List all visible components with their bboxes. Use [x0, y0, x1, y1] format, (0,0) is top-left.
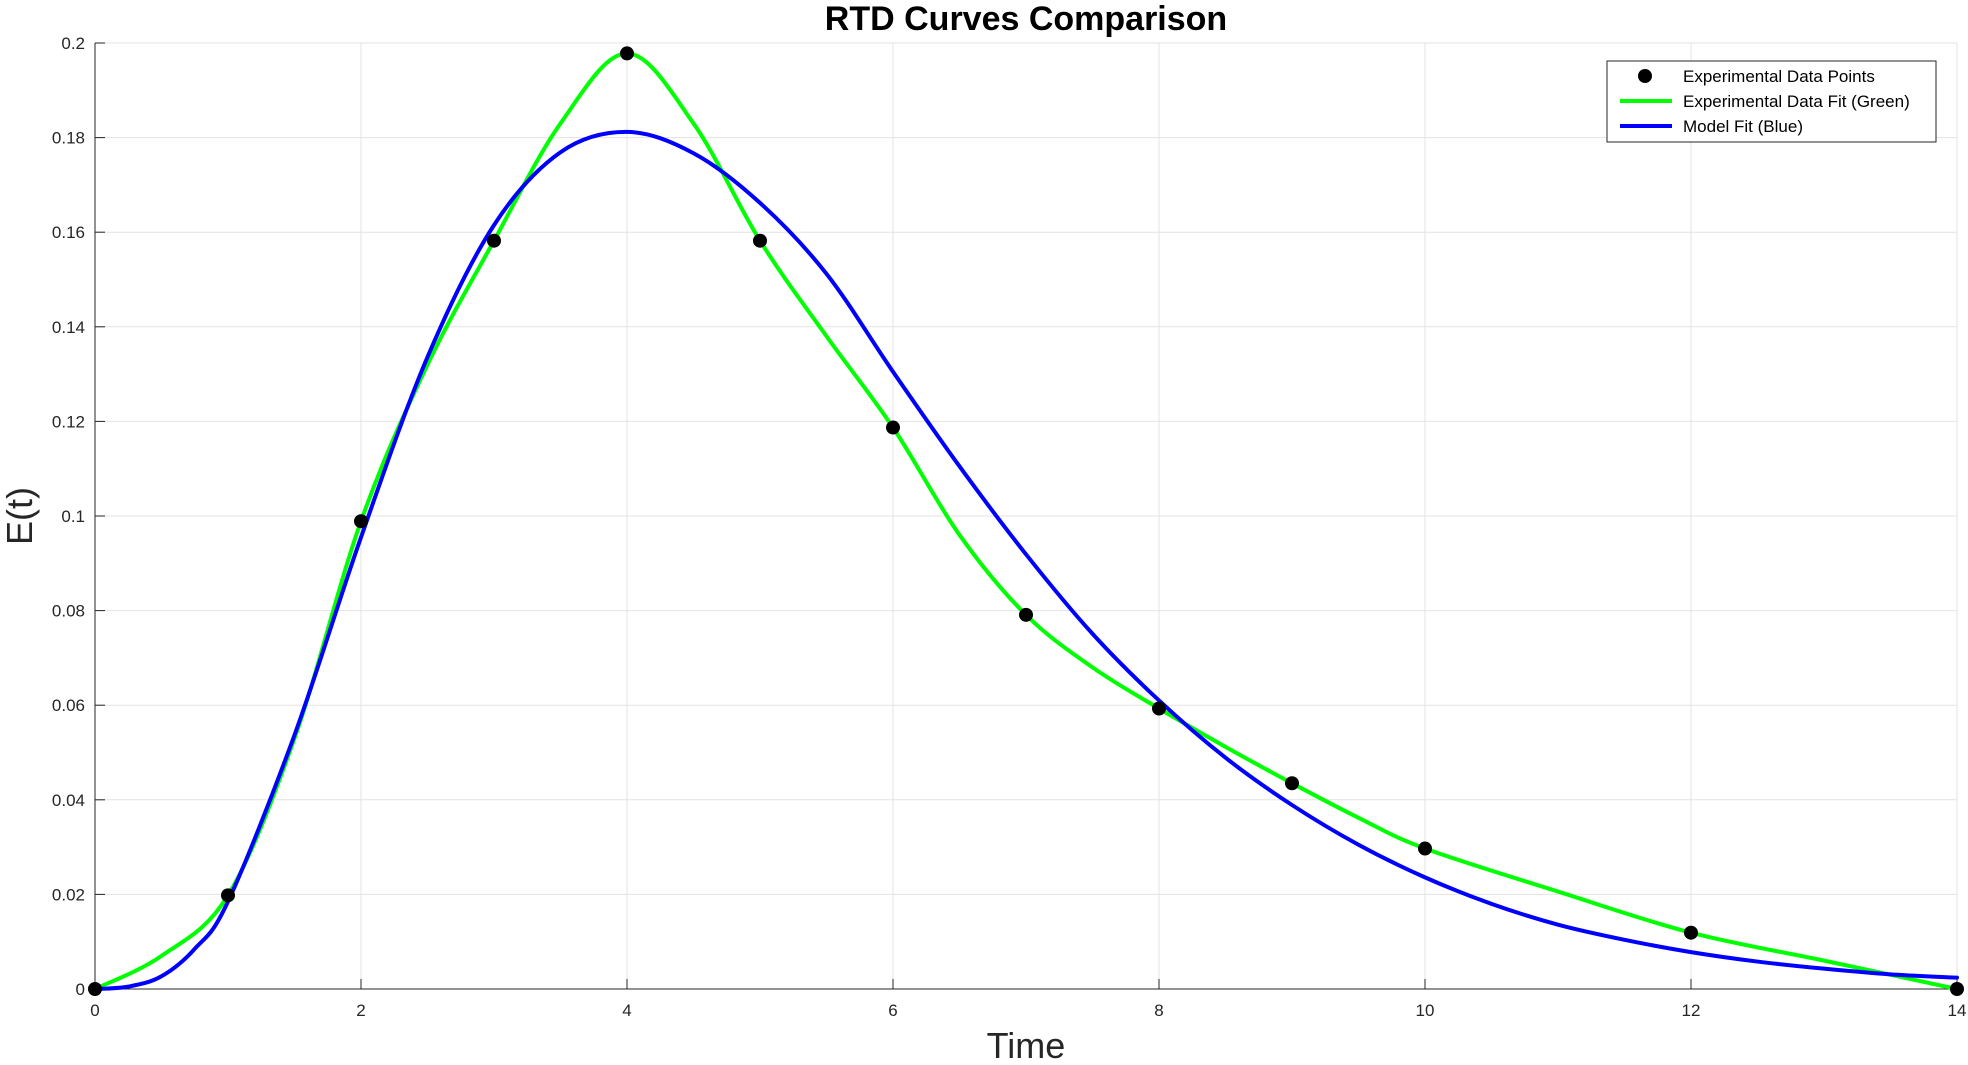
y-tick-label: 0.06 [52, 696, 85, 715]
data-point [886, 420, 900, 435]
data-points [88, 46, 1964, 996]
y-tick-label: 0.2 [61, 34, 85, 53]
y-tick-label: 0 [76, 980, 85, 999]
x-tick-label: 6 [888, 1001, 897, 1020]
data-point [1418, 841, 1432, 856]
data-point [221, 888, 235, 903]
x-tick-label: 12 [1682, 1001, 1701, 1020]
y-tick-label: 0.04 [52, 791, 85, 810]
legend: Experimental Data Points Experimental Da… [1606, 60, 1937, 143]
chart-title: RTD Curves Comparison [825, 0, 1227, 38]
x-tick-label: 4 [622, 1001, 631, 1020]
green-fit-line [93, 51, 1959, 991]
x-tick-label: 2 [356, 1001, 365, 1020]
axes: 0 2 4 6 8 10 12 14 0 0.02 0.04 0.06 0.08 0.1 0.12 0.14 0… [52, 34, 1967, 1020]
x-tick-label: 8 [1154, 1001, 1163, 1020]
y-tick-label: 0.1 [61, 507, 85, 526]
y-tick-label: 0.14 [52, 318, 85, 337]
x-tick-label: 14 [1948, 1001, 1967, 1020]
y-tick-label: 0.08 [52, 602, 85, 621]
data-point [753, 233, 767, 248]
data-point [487, 233, 501, 248]
blue-model-line [93, 129, 1959, 991]
data-point [1152, 701, 1166, 716]
y-axis-title: E(t) [0, 487, 40, 545]
y-tick-label: 0.12 [52, 412, 85, 431]
data-point [1019, 607, 1033, 622]
y-tick-label: 0.02 [52, 885, 85, 904]
x-axis-title: Time [987, 1025, 1066, 1065]
data-point [620, 46, 634, 61]
legend-label-points: Experimental Data Points [1683, 67, 1875, 86]
x-tick-label: 0 [90, 1001, 99, 1020]
x-tick-label: 10 [1416, 1001, 1435, 1020]
data-point [1684, 925, 1698, 940]
y-tick-label: 0.16 [52, 223, 85, 242]
data-point [88, 982, 102, 996]
legend-label-green: Experimental Data Fit (Green) [1683, 92, 1910, 111]
data-point [354, 514, 368, 529]
data-point [1285, 776, 1299, 791]
legend-label-blue: Model Fit (Blue) [1683, 117, 1803, 136]
legend-marker-points [1638, 69, 1652, 83]
data-point [1950, 982, 1964, 996]
series [93, 51, 1959, 991]
y-tick-label: 0.18 [52, 129, 85, 148]
